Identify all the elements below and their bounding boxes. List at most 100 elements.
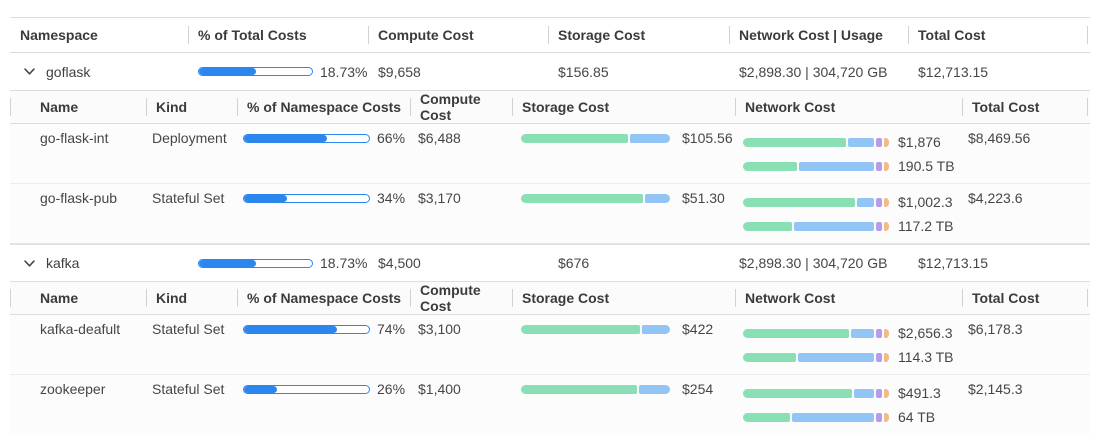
network-usage-value: 114.3 TB [898, 349, 954, 365]
percent-bar: 26% [243, 381, 405, 397]
progress-pill [243, 384, 370, 394]
namespace-cell: goflask [10, 64, 188, 80]
network-cost-stacked-bar [743, 197, 890, 207]
network-cost-line: $2,656.3 [743, 323, 962, 343]
total-cost-cell: $12,713.15 [908, 64, 1088, 80]
progress-pill [243, 133, 370, 143]
compute-cost-cell: $6,488 [410, 124, 512, 146]
workload-column-header-label: Total Cost [972, 99, 1040, 115]
column-header-label: Storage Cost [558, 27, 646, 43]
storage-stacked-bar [521, 384, 674, 394]
workload-header-row: Name Kind % of Namespace Costs Compute Cost… [10, 281, 1090, 315]
percent-value: 34% [377, 190, 406, 206]
storage-bar-line: $422 [521, 321, 713, 337]
column-header: Network Cost | Usage [729, 18, 908, 52]
storage-value: $105.56 [682, 130, 733, 146]
network-cost-line: $491.3 [743, 383, 962, 403]
storage-cost-cell: $105.56 [512, 124, 735, 146]
percent-bar: 18.73% [198, 255, 367, 271]
network-cost-segment-green [743, 328, 849, 338]
percent-bar: 74% [243, 321, 405, 337]
total-cost-value: $8,469.56 [968, 130, 1031, 146]
compute-cost-value: $6,488 [418, 130, 461, 146]
workload-kind: Stateful Set [152, 381, 225, 397]
network-cost-stacked-bar [743, 328, 890, 338]
workload-row-go-flask-int[interactable]: go-flask-int Deployment 66% $6,488 $105.56 $1… [10, 124, 1090, 184]
progress-pill [243, 193, 370, 203]
percent-bar: 18.73% [198, 64, 367, 80]
network-usage-bar-line: 117.2 TB [743, 218, 954, 234]
chevron-down-icon[interactable] [22, 256, 36, 270]
compute-cost-value: $1,400 [418, 381, 461, 397]
total-cost-cell: $4,223.6 [962, 184, 1088, 206]
workload-name: zookeeper [40, 381, 106, 397]
workload-kind-cell: Deployment [146, 124, 237, 146]
network-usage-bar-line: 114.3 TB [743, 349, 954, 365]
network-cost-value: $1,876 [898, 134, 941, 150]
network-cost-segment-purple [876, 388, 883, 398]
progress-pill-fill [244, 194, 287, 202]
workload-name-cell: go-flask-int [10, 124, 146, 146]
workload-column-header: Compute Cost [410, 282, 512, 314]
namespace-row-goflask[interactable]: goflask 18.73% $9,658 $156.85 $2,898.30 | 30… [10, 53, 1090, 90]
total-cost-value: $6,178.3 [968, 321, 1023, 337]
storage-segment-green [521, 384, 638, 394]
column-header: % of Total Costs [188, 18, 368, 52]
workload-column-header-label: Kind [156, 99, 188, 115]
workload-kind: Deployment [152, 130, 227, 146]
network-usage-line: 64 TB [743, 407, 962, 427]
chevron-down-icon[interactable] [22, 65, 36, 79]
workload-kind-cell: Stateful Set [146, 315, 237, 337]
percent-value: 18.73% [320, 63, 368, 80]
network-cost-bar-line: $1,876 [743, 134, 941, 150]
network-cost-cell: $2,656.3 114.3 TB [735, 315, 962, 367]
network-usage-segment-blue [799, 161, 875, 171]
workload-row-kafka-deafult[interactable]: kafka-deafult Stateful Set 74% $3,100 $422 $2… [10, 315, 1090, 375]
compute-cost-cell: $9,658 [368, 64, 548, 80]
compute-cost-cell: $3,100 [410, 315, 512, 337]
percent-value: 66% [377, 130, 406, 146]
compute-cost-value: $3,170 [418, 190, 461, 206]
network-cost-segment-blue [847, 137, 875, 147]
network-usage-line: 117.2 TB [743, 216, 962, 236]
network-usage-line: 114.3 TB [743, 347, 962, 367]
namespace-row-kafka[interactable]: kafka 18.73% $4,500 $676 $2,898.30 | 304,720… [10, 244, 1090, 281]
workload-column-header: Kind [146, 282, 237, 314]
compute-cost-cell: $1,400 [410, 375, 512, 397]
network-usage-segment-purple [876, 412, 883, 422]
network-usage-bar-line: 190.5 TB [743, 158, 955, 174]
network-usage-value: 190.5 TB [898, 158, 955, 174]
workload-column-header: % of Namespace Costs [237, 91, 410, 123]
workload-header-row: Name Kind % of Namespace Costs Compute Cost… [10, 90, 1090, 124]
network-cost-segment-blue [853, 388, 875, 398]
network-cost-usage-value: $2,898.30 | 304,720 GB [739, 63, 888, 80]
network-cost-usage-cell: $2,898.30 | 304,720 GB [729, 64, 908, 80]
workload-column-header-label: Storage Cost [522, 290, 610, 306]
workload-column-header-label: Name [40, 290, 79, 306]
workload-column-header-label: % of Namespace Costs [247, 99, 402, 115]
total-cost-cell: $6,178.3 [962, 315, 1088, 337]
storage-segment-blue [645, 193, 670, 203]
pct-total-cell: 18.73% [188, 64, 368, 80]
network-usage-value: 64 TB [898, 409, 936, 425]
network-usage-line: 190.5 TB [743, 156, 962, 176]
column-header-label: Total Cost [918, 27, 986, 43]
workload-row-zookeeper[interactable]: zookeeper Stateful Set 26% $1,400 $254 $491.3… [10, 375, 1090, 435]
compute-cost-value: $3,100 [418, 321, 461, 337]
total-cost-value: $12,713.15 [918, 255, 989, 271]
network-cost-segment-orange [884, 328, 889, 338]
network-cost-usage-cell: $2,898.30 | 304,720 GB [729, 255, 908, 271]
total-cost-value: $4,223.6 [968, 190, 1023, 206]
storage-value: $254 [682, 381, 714, 397]
percent-value: 18.73% [320, 255, 368, 271]
storage-cost-cell: $156.85 [548, 64, 729, 80]
workload-kind: Stateful Set [152, 190, 225, 206]
storage-stacked-bar [521, 193, 674, 203]
progress-pill-fill [199, 68, 256, 75]
workload-kind-cell: Stateful Set [146, 184, 237, 206]
workload-row-go-flask-pub[interactable]: go-flask-pub Stateful Set 34% $3,170 $51.30 $… [10, 184, 1090, 244]
storage-segment-green [521, 193, 644, 203]
storage-cost-value: $156.85 [558, 63, 609, 80]
workload-column-header-label: Total Cost [972, 290, 1040, 306]
column-header-label: Network Cost | Usage [739, 27, 883, 43]
